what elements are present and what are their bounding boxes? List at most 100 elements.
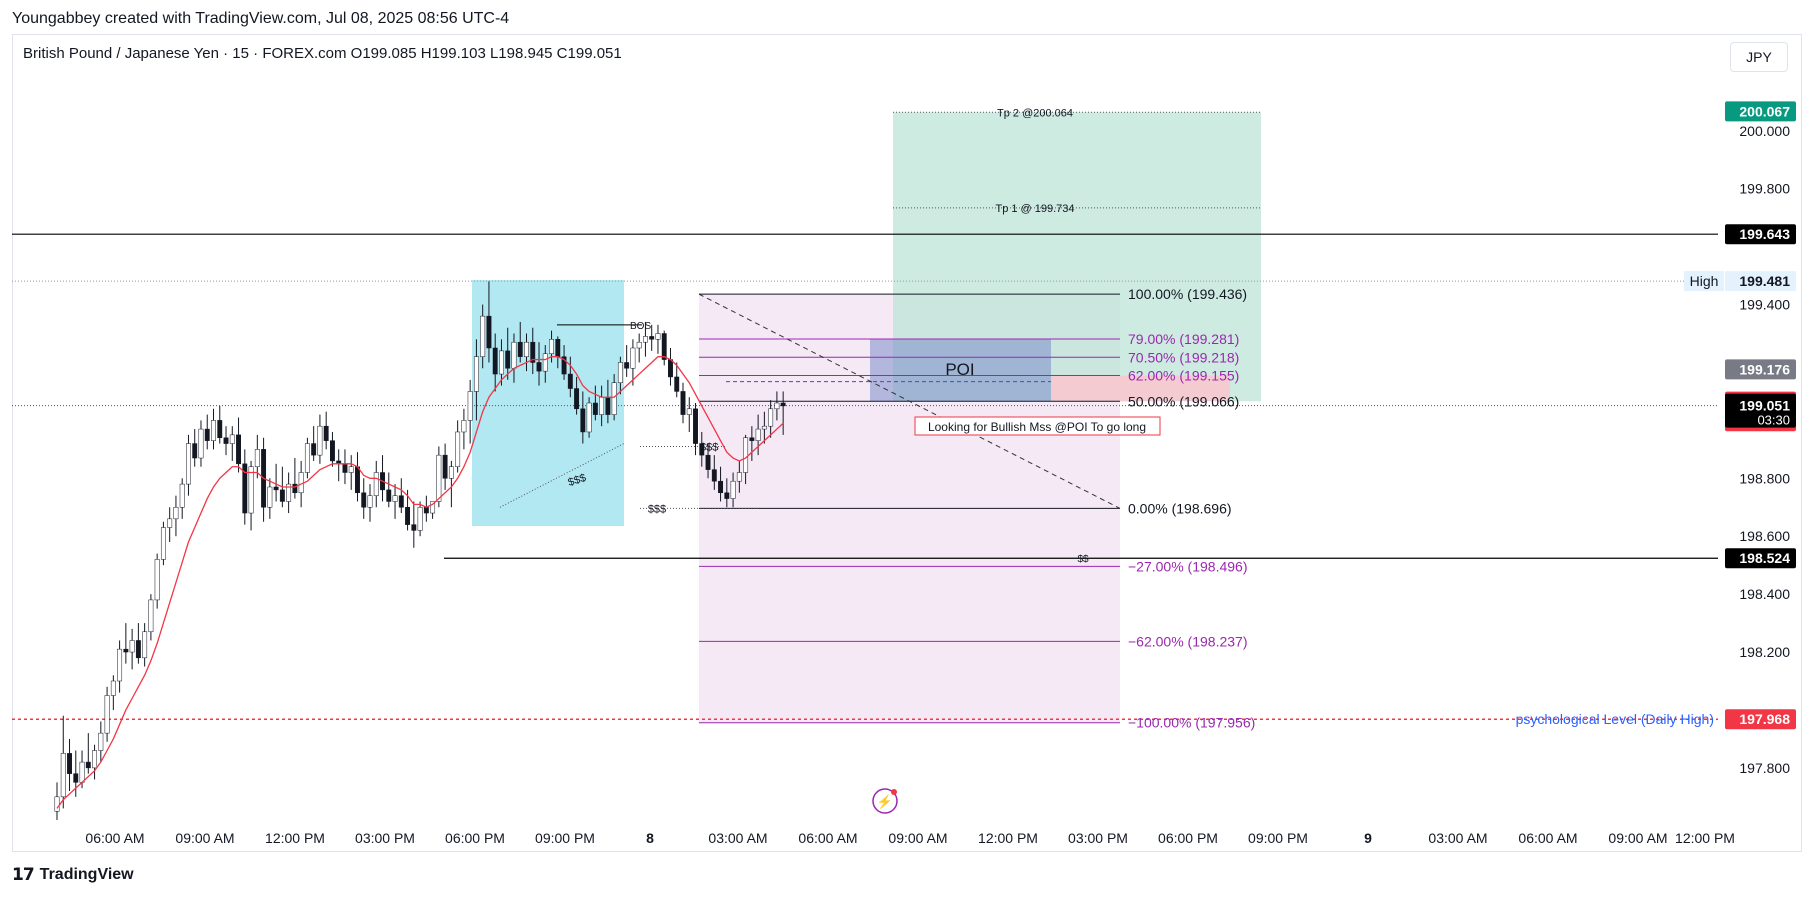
candle-body <box>517 341 523 357</box>
candle-body <box>298 472 304 494</box>
candle-body <box>617 362 623 383</box>
candle <box>461 408 467 450</box>
candle <box>223 426 229 456</box>
candle <box>592 385 598 421</box>
candle-body <box>279 489 285 502</box>
candle <box>730 472 736 508</box>
candle <box>586 397 592 438</box>
candle-body <box>373 472 379 496</box>
lightning-glyph: ⚡ <box>877 794 893 810</box>
lightning-icon <box>872 788 898 814</box>
poi-label: POI <box>945 360 974 379</box>
candle-body <box>718 480 724 494</box>
candle-body <box>411 524 417 531</box>
fib-label: 70.50% (199.218) <box>1128 349 1239 365</box>
tp1-label: Tp 1 @ 199.734 <box>995 203 1074 215</box>
candle <box>361 478 367 519</box>
tp2-label: Tp 2 @200.064 <box>997 107 1073 119</box>
price-tag-bg <box>1725 709 1796 730</box>
candle <box>292 458 298 499</box>
candle-body <box>348 466 354 473</box>
candle <box>123 623 129 664</box>
candle <box>761 411 767 444</box>
currency-button[interactable]: JPY <box>1730 42 1788 72</box>
candle-body <box>135 640 141 659</box>
candle <box>386 472 392 508</box>
candle-body <box>549 339 554 355</box>
ma-line <box>56 356 784 809</box>
candle <box>524 333 529 372</box>
candle-body <box>110 680 116 696</box>
candle <box>135 623 141 664</box>
fib-label: −27.00% (198.496) <box>1128 558 1247 574</box>
y-tick-label: 199.800 <box>1739 181 1790 197</box>
candle <box>473 339 479 421</box>
time-axis: 06:00 AM 09:00 AM 12:00 PM 03:00 PM 06:00 PM… <box>85 830 1735 846</box>
candle-body <box>430 501 436 514</box>
candle <box>229 426 235 461</box>
x-tick-label: 06:00 PM <box>445 830 505 846</box>
candle <box>380 455 385 502</box>
candle-body <box>160 527 166 560</box>
sss-label-2: $$$ <box>648 503 666 515</box>
candle-body <box>123 648 129 653</box>
candle <box>674 362 680 398</box>
fib-label: 79.00% (199.281) <box>1128 331 1239 347</box>
candle <box>329 431 335 467</box>
candle-body <box>392 495 398 502</box>
candle <box>54 782 60 820</box>
candle-body <box>561 356 567 375</box>
price-tag: 199.643 <box>1725 224 1796 245</box>
candle-body <box>92 750 98 769</box>
x-tick-label: 09:00 AM <box>175 830 234 846</box>
price-tag-bg <box>1725 224 1796 245</box>
candle-body <box>680 391 686 415</box>
candle <box>336 449 342 482</box>
candle-body <box>574 388 580 410</box>
candle-body <box>286 483 292 502</box>
x-tick-label: 12:00 PM <box>1675 830 1735 846</box>
tradingview-brand[interactable]: 𝟭𝟳 TradingView <box>12 865 134 885</box>
candle <box>248 460 254 531</box>
note-box <box>914 416 1161 436</box>
candle-body <box>198 428 204 459</box>
candle <box>148 594 154 641</box>
candle-body <box>705 454 711 470</box>
candle <box>167 507 173 543</box>
candle-body <box>236 434 241 465</box>
x-tick-label: 03:00 AM <box>1428 830 1487 846</box>
current-price-bg <box>1725 393 1796 428</box>
candle-body <box>524 341 529 357</box>
candle-body <box>761 425 767 430</box>
candle <box>705 443 711 479</box>
x-tick-label: 06:00 AM <box>85 830 144 846</box>
candle <box>774 391 780 421</box>
candle-body <box>254 449 260 467</box>
candle-body <box>473 356 479 392</box>
candle-body <box>586 402 592 433</box>
x-tick-label: 03:00 AM <box>708 830 767 846</box>
chart-misc: ⚡ <box>872 788 898 814</box>
candle <box>455 420 461 473</box>
candle <box>142 623 148 667</box>
candle <box>411 501 417 548</box>
x-tick-label: 06:00 PM <box>1158 830 1218 846</box>
x-tick-label: 8 <box>646 830 654 846</box>
candle <box>417 501 423 537</box>
x-tick-label: 03:00 PM <box>355 830 415 846</box>
candle <box>655 324 661 354</box>
candle-body <box>674 376 680 392</box>
candle-body <box>592 402 598 415</box>
candle-body <box>461 420 467 433</box>
candle <box>392 484 398 519</box>
candle-body <box>104 695 110 734</box>
x-tick-label: 06:00 AM <box>1518 830 1577 846</box>
candle-body <box>417 507 423 531</box>
candle <box>73 750 79 797</box>
sss-label-3: $$$ <box>566 472 587 489</box>
candle <box>261 437 267 522</box>
price-tag-side-bg <box>1684 271 1724 292</box>
symbol-legend[interactable]: British Pound / Japanese Yen · 15 · FORE… <box>23 45 622 62</box>
tradingview-logo-icon: 𝟭𝟳 <box>12 865 35 884</box>
